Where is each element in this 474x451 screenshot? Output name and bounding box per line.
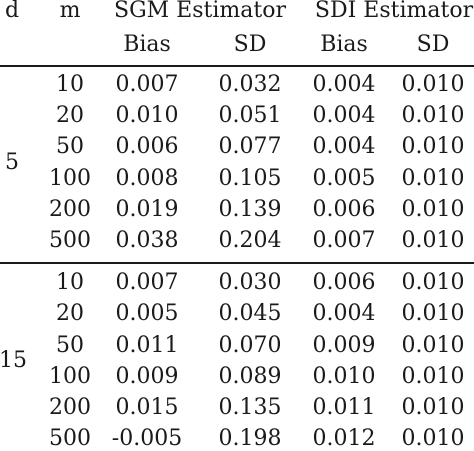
group-d-label: 5 — [5, 150, 19, 175]
subheader-sgm-sd: SD — [233, 32, 267, 57]
cell-sdi-bias: 0.006 — [312, 197, 376, 222]
cell-sdi-bias: 0.009 — [312, 333, 376, 358]
subheader-sgm-bias: Bias — [123, 32, 171, 57]
cell-sgm-bias: 0.007 — [115, 270, 179, 295]
cell-sdi-sd: 0.010 — [401, 228, 465, 253]
cell-m: 500 — [49, 426, 91, 451]
cell-sgm-sd: 0.030 — [218, 270, 282, 295]
cell-sdi-bias: 0.012 — [312, 426, 376, 451]
cell-sgm-bias: 0.038 — [115, 228, 179, 253]
cell-sdi-sd: 0.010 — [401, 395, 465, 420]
cell-sdi-bias: 0.011 — [312, 395, 376, 420]
cell-sdi-sd: 0.010 — [401, 166, 465, 191]
cell-sdi-bias: 0.006 — [312, 270, 376, 295]
cell-sgm-sd: 0.204 — [218, 228, 282, 253]
cell-m: 20 — [56, 301, 84, 326]
cell-sgm-bias: 0.006 — [115, 134, 179, 159]
group-d-label: 15 — [0, 348, 27, 373]
cell-m: 50 — [56, 333, 84, 358]
subheader-sdi-sd: SD — [416, 32, 450, 57]
cell-sgm-sd: 0.045 — [218, 301, 282, 326]
cell-sgm-sd: 0.089 — [218, 364, 282, 389]
cell-m: 100 — [49, 166, 91, 191]
cell-sdi-sd: 0.010 — [401, 270, 465, 295]
header-sdi-estimator: SDI Estimator — [314, 0, 474, 23]
cell-sgm-bias: 0.011 — [115, 333, 179, 358]
cell-sgm-sd: 0.198 — [218, 426, 282, 451]
cell-sgm-bias: 0.009 — [115, 364, 179, 389]
cell-sdi-sd: 0.010 — [401, 301, 465, 326]
cell-sgm-bias: -0.005 — [111, 426, 183, 451]
header-rule — [0, 65, 474, 67]
cell-sgm-bias: 0.007 — [115, 72, 179, 97]
cell-sgm-bias: 0.010 — [115, 103, 179, 128]
header-sgm-estimator: SGM Estimator — [114, 0, 286, 23]
group-rule — [0, 262, 474, 264]
cell-sgm-sd: 0.070 — [218, 333, 282, 358]
header-d: d — [4, 0, 20, 23]
cell-m: 50 — [56, 134, 84, 159]
cell-sgm-sd: 0.077 — [218, 134, 282, 159]
cell-sdi-sd: 0.010 — [401, 364, 465, 389]
cell-sdi-bias: 0.004 — [312, 72, 376, 97]
cell-sgm-bias: 0.005 — [115, 301, 179, 326]
cell-m: 20 — [56, 103, 84, 128]
cell-sdi-sd: 0.010 — [401, 134, 465, 159]
cell-sgm-sd: 0.139 — [218, 197, 282, 222]
cell-sgm-sd: 0.135 — [218, 395, 282, 420]
cell-sgm-sd: 0.105 — [218, 166, 282, 191]
cell-m: 200 — [49, 395, 91, 420]
cell-sdi-bias: 0.004 — [312, 134, 376, 159]
cell-sdi-sd: 0.010 — [401, 72, 465, 97]
cell-m: 10 — [56, 270, 84, 295]
cell-sdi-sd: 0.010 — [401, 333, 465, 358]
cell-m: 100 — [49, 364, 91, 389]
header-m: m — [59, 0, 81, 23]
cell-sgm-bias: 0.008 — [115, 166, 179, 191]
subheader-sdi-bias: Bias — [320, 32, 368, 57]
cell-m: 200 — [49, 197, 91, 222]
cell-sdi-bias: 0.004 — [312, 103, 376, 128]
cell-sdi-bias: 0.005 — [312, 166, 376, 191]
cell-sdi-sd: 0.010 — [401, 103, 465, 128]
cell-m: 10 — [56, 72, 84, 97]
cell-m: 500 — [49, 228, 91, 253]
cell-sgm-bias: 0.015 — [115, 395, 179, 420]
cell-sdi-bias: 0.004 — [312, 301, 376, 326]
cell-sdi-sd: 0.010 — [401, 197, 465, 222]
cell-sgm-sd: 0.051 — [218, 103, 282, 128]
cell-sdi-bias: 0.010 — [312, 364, 376, 389]
cell-sdi-sd: 0.010 — [401, 426, 465, 451]
cell-sgm-bias: 0.019 — [115, 197, 179, 222]
cell-sdi-bias: 0.007 — [312, 228, 376, 253]
cell-sgm-sd: 0.032 — [218, 72, 282, 97]
